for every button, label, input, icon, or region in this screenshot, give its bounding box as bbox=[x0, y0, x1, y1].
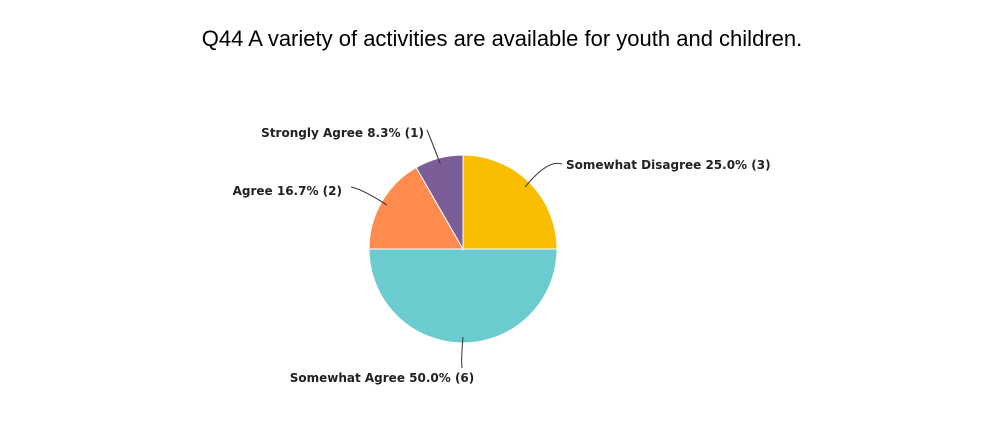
pie-leader-lines bbox=[350, 129, 563, 369]
pie-slice-strongly-agree bbox=[415, 154, 464, 251]
leader-line-somewhat-disagree bbox=[524, 162, 563, 188]
leader-line-agree bbox=[350, 186, 388, 206]
leader-line-strongly-agree bbox=[426, 129, 441, 165]
chart-title: Q44 A variety of activities are availabl… bbox=[202, 26, 802, 51]
pie-slices bbox=[368, 154, 558, 344]
slice-label-somewhat-agree: Somewhat Agree 50.0% (6) bbox=[290, 371, 475, 385]
slice-label-somewhat-disagree: Somewhat Disagree 25.0% (3) bbox=[566, 158, 771, 172]
leader-line-somewhat-agree bbox=[461, 336, 464, 369]
slice-label-agree: Agree 16.7% (2) bbox=[233, 184, 342, 198]
slice-label-strongly-agree: Strongly Agree 8.3% (1) bbox=[261, 126, 424, 140]
pie-slice-somewhat-agree bbox=[368, 248, 558, 344]
pie-labels: Somewhat Disagree 25.0% (3) Somewhat Agre… bbox=[233, 126, 771, 385]
